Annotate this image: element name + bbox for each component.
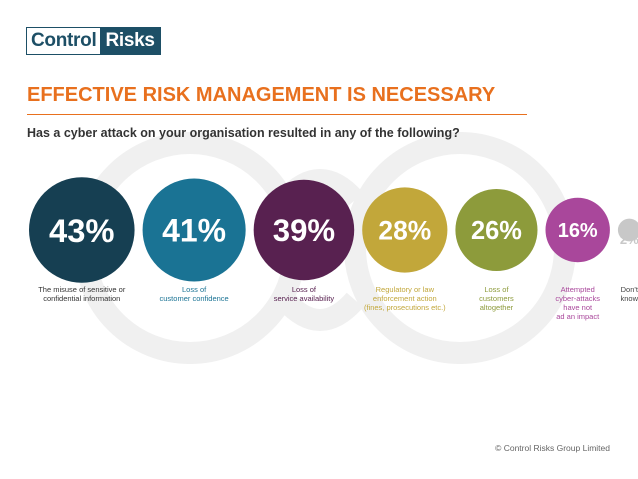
bubble-5 — [455, 188, 538, 272]
bubble-value-1: 43% — [49, 212, 115, 249]
bubble-6 — [545, 197, 610, 263]
bubble-value-4: 28% — [378, 216, 431, 246]
chart-subtitle: Has a cyber attack on your organisation … — [27, 126, 460, 140]
bubble-value-7: 2% — [620, 232, 638, 247]
page-title: EFFECTIVE RISK MANAGEMENT IS NECESSARY — [27, 84, 496, 106]
title-underline — [27, 114, 527, 115]
copyright-text: © Control Risks Group Limited — [495, 443, 610, 453]
bubble-label-6: Attempted cyber-attacks have not ad an impa… — [555, 285, 600, 321]
bubble-label-1: The misuse of sensitive or confidential i… — [38, 285, 126, 303]
bubble-value-3: 39% — [273, 213, 335, 248]
bubble-value-5: 26% — [471, 217, 522, 245]
bubble-value-6: 16% — [558, 220, 598, 242]
bubble-7 — [617, 218, 638, 242]
bubble-label-2: Loss of customer confidence — [160, 285, 229, 303]
bubble-label-5: Loss of customers altogether — [479, 285, 514, 312]
bubble-label-7: Don't know — [621, 285, 638, 303]
bubble-label-3: Loss of service availability — [274, 285, 335, 303]
logo-text-control: Control — [27, 28, 101, 54]
bubble-value-2: 41% — [162, 213, 226, 249]
bubble-3 — [253, 179, 355, 281]
bubble-label-4: Regulatory or law enforcement action (fine… — [364, 285, 446, 312]
bubble-4 — [362, 187, 448, 273]
control-risks-logo: Control Risks — [26, 27, 161, 55]
bubble-1 — [28, 177, 135, 283]
bubble-2 — [142, 178, 246, 282]
logo-text-risks: Risks — [100, 28, 160, 54]
